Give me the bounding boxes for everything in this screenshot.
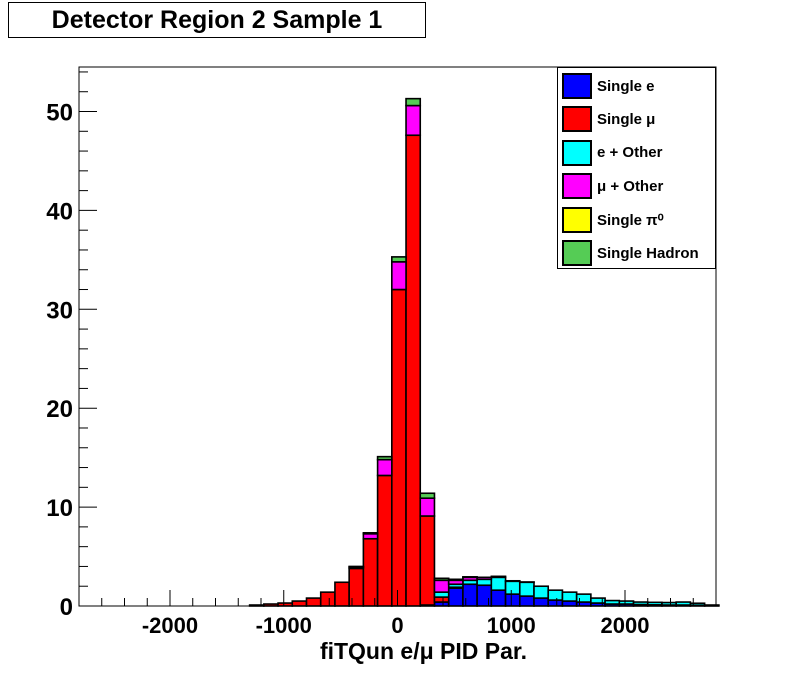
bar-single-bin-17 — [319, 591, 336, 607]
bar-single-e-bin-27 — [462, 583, 478, 607]
bar-e-other-bin-35 — [575, 593, 592, 603]
bar-single-e-bin-32 — [533, 597, 550, 607]
bar-single-bin-20 — [362, 537, 379, 607]
legend-label: Single e — [597, 77, 655, 95]
bar-single-hadron-bin-25 — [433, 577, 450, 582]
bar-other-bin-28 — [476, 576, 493, 581]
y-tick-label: 30 — [46, 297, 73, 324]
legend-label: e + Other — [597, 144, 663, 162]
bar-other-bin-29 — [490, 575, 507, 579]
bar-other-bin-22 — [391, 261, 407, 291]
legend-swatch — [562, 240, 592, 266]
legend-label: Single Hadron — [597, 244, 699, 262]
bar-e-other-bin-38 — [618, 600, 635, 605]
bar-e-other-bin-28 — [476, 578, 493, 587]
bar-e-other-bin-31 — [518, 581, 535, 597]
bar-e-other-bin-42 — [675, 601, 692, 606]
bar-e-other-bin-32 — [533, 585, 550, 599]
bar-e-other-bin-33 — [547, 589, 564, 601]
y-tick-label: 10 — [46, 495, 73, 522]
y-tick-label: 50 — [46, 100, 73, 127]
legend-item: e + Other — [562, 138, 662, 168]
bar-single-hadron-bin-20 — [362, 532, 379, 535]
bar-single-bin-22 — [391, 288, 407, 607]
bar-single-bin-16 — [305, 597, 322, 607]
legend-swatch — [562, 139, 592, 166]
ticks-layer — [78, 71, 717, 607]
bar-single-hadron-bin-24 — [419, 492, 436, 499]
legend-item: Single μ — [562, 104, 655, 134]
bar-single-bin-23 — [405, 134, 422, 607]
legend-item: Single π⁰ — [562, 205, 664, 235]
bar-other-bin-25 — [433, 579, 450, 593]
bar-single-e-bin-30 — [504, 593, 521, 607]
bar-other-bin-21 — [376, 458, 393, 477]
bar-single-e-bin-26 — [447, 587, 464, 607]
x-tick-label: 0 — [391, 613, 403, 638]
legend-swatch — [562, 73, 592, 99]
chart-title: Detector Region 2 Sample 1 — [51, 5, 383, 34]
bar-single-hadron-bin-26 — [447, 578, 464, 582]
bars-layer — [248, 97, 720, 607]
bar-single-hadron-bin-22 — [391, 256, 407, 263]
bar-single-bin-18 — [334, 581, 350, 607]
legend-item: Single e — [562, 71, 655, 101]
bar-e-other-bin-41 — [661, 601, 677, 606]
bar-single-e-bin-29 — [490, 589, 507, 607]
legend-swatch — [562, 106, 592, 133]
y-tick-label: 0 — [60, 594, 73, 621]
bar-e-other-bin-39 — [632, 601, 649, 606]
y-tick-label: 20 — [46, 396, 73, 423]
x-axis-title: fiTQun e/μ PID Par. — [320, 638, 527, 664]
x-tick-label: 2000 — [601, 613, 650, 638]
bar-e-other-bin-30 — [504, 580, 521, 595]
bar-single-e-bin-28 — [476, 584, 493, 607]
bar-e-other-bin-37 — [604, 599, 621, 605]
bar-e-other-bin-36 — [590, 597, 606, 604]
x-tick-label: -1000 — [256, 613, 312, 638]
bar-single-hadron-bin-21 — [376, 455, 393, 461]
legend-swatch — [562, 206, 592, 233]
bar-single-bin-19 — [348, 567, 365, 607]
bar-e-other-bin-43 — [689, 602, 706, 607]
legend-label: μ + Other — [597, 177, 664, 195]
legend-item: Single Hadron — [562, 238, 699, 268]
bar-single-bin-21 — [376, 474, 393, 607]
bar-other-bin-23 — [405, 104, 422, 137]
x-tick-label: 1000 — [487, 613, 536, 638]
bar-single-e-bin-31 — [518, 595, 535, 607]
bar-e-other-bin-34 — [561, 591, 578, 602]
bar-e-other-bin-40 — [646, 601, 663, 606]
x-tick-label: -2000 — [142, 613, 198, 638]
legend-swatch — [562, 173, 592, 200]
bar-other-bin-24 — [419, 497, 436, 517]
labels-layer: 0 10 20 30 40 50 -2000 -1000 0 1000 2000 — [46, 100, 649, 638]
bar-single-e-bin-33 — [547, 599, 564, 607]
bar-single-bin-24 — [419, 515, 436, 606]
legend-item: μ + Other — [562, 171, 663, 201]
legend: Single e Single μ e + Other μ + Other Single… — [557, 67, 716, 269]
bar-single-bin-15 — [291, 600, 308, 607]
y-tick-label: 40 — [46, 198, 73, 225]
bar-e-other-bin-29 — [490, 576, 507, 591]
legend-label: Single π⁰ — [597, 211, 664, 229]
chart-title-box: Detector Region 2 Sample 1 — [8, 2, 426, 38]
legend-label: Single μ — [597, 110, 656, 128]
bar-single-hadron-bin-23 — [405, 97, 422, 107]
